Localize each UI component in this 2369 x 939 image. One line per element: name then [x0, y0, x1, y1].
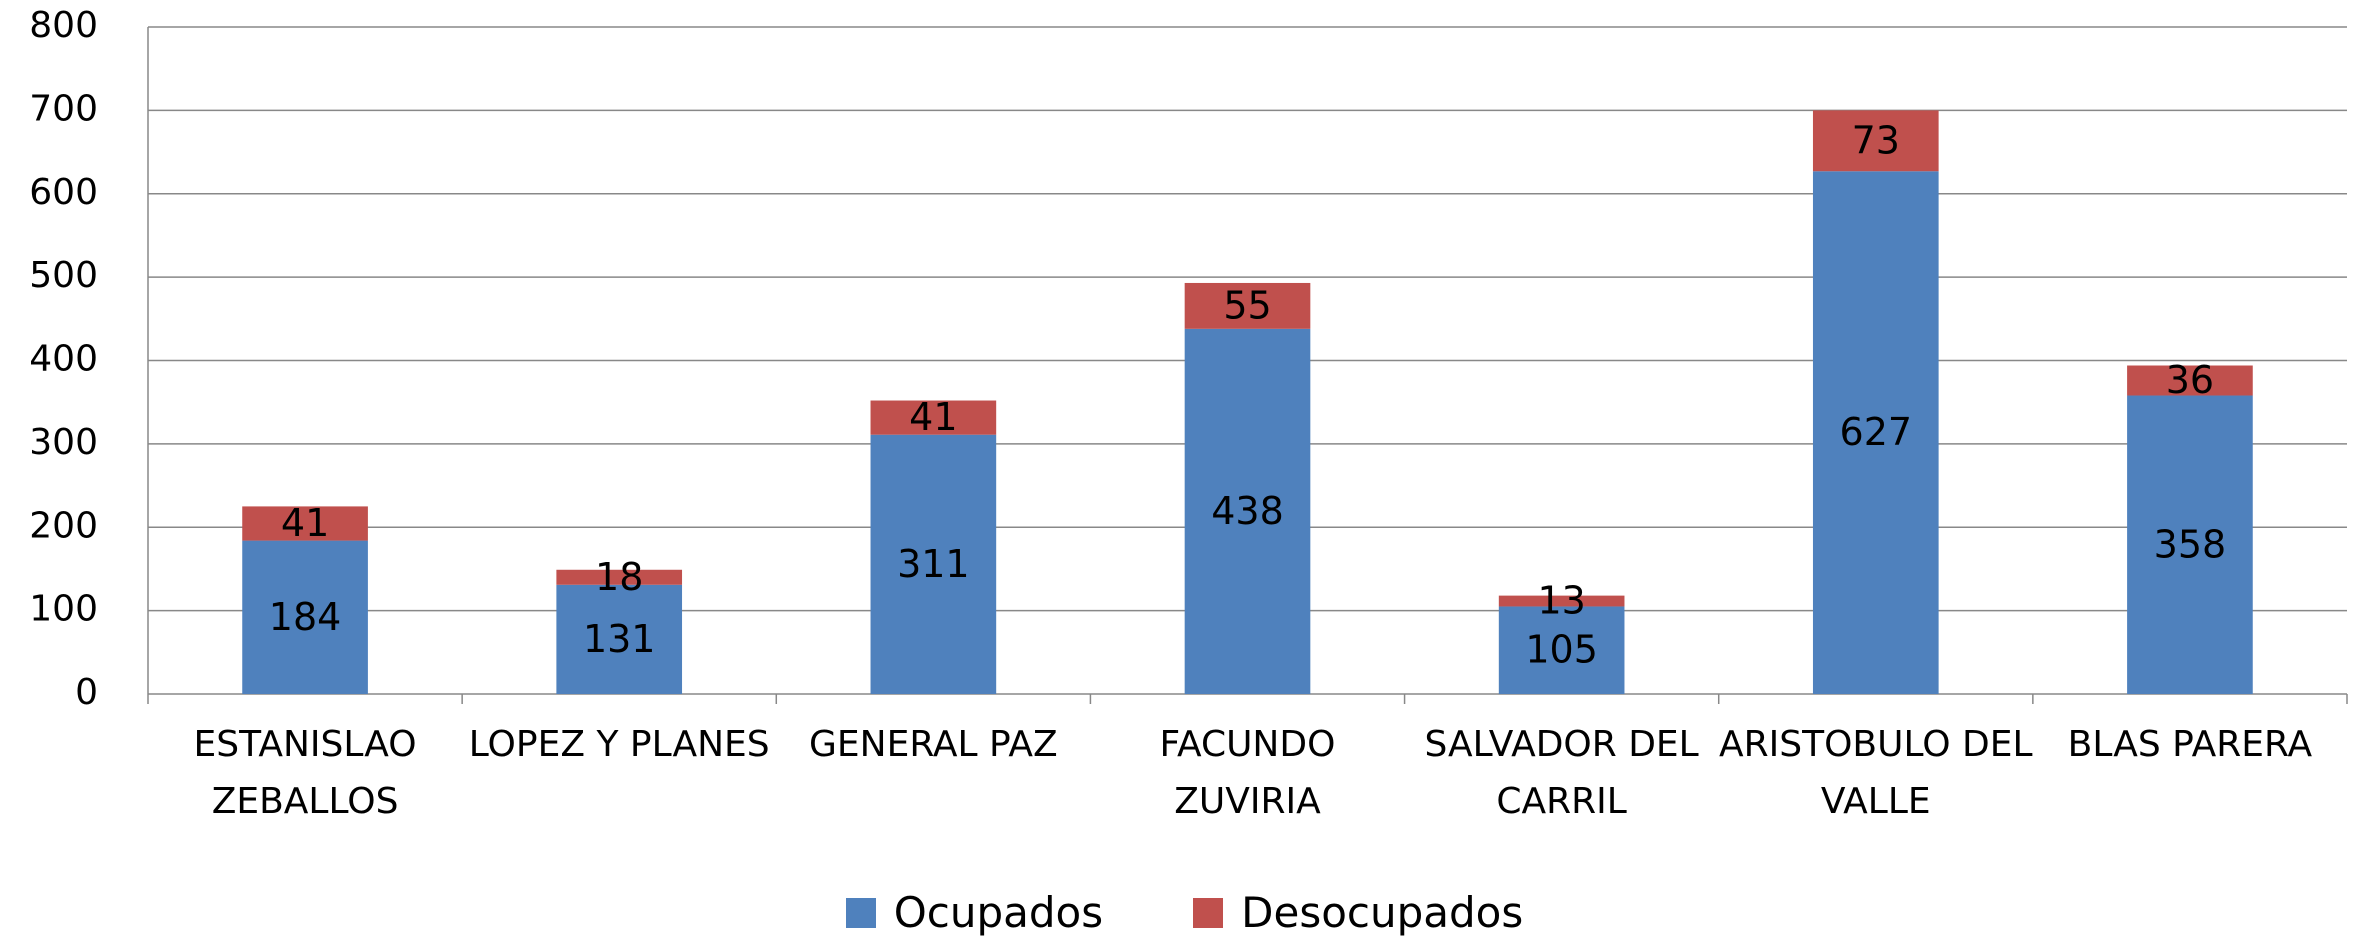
data-label: 627 [1840, 410, 1913, 454]
bar-segment [1184, 328, 1311, 694]
legend-swatch [845, 897, 876, 928]
data-label: 41 [281, 501, 329, 545]
data-label: 184 [269, 595, 342, 639]
y-tick-label: 0 [75, 672, 98, 713]
bar-segment [556, 584, 683, 694]
data-label: 438 [1211, 489, 1284, 533]
x-tick-label: FACUNDO ZUVIRIA [1159, 724, 1336, 822]
y-tick-label: 100 [29, 589, 98, 630]
y-tick-label: 500 [29, 255, 98, 296]
legend-swatch [1193, 897, 1224, 928]
x-tick-label: LOPEZ Y PLANES [468, 724, 770, 765]
bar-segment [1184, 282, 1311, 329]
data-label: 36 [2166, 358, 2214, 402]
y-tick-label: 400 [29, 339, 98, 380]
bar-segment [2127, 365, 2253, 396]
x-tick-label: GENERAL PAZ [809, 724, 1058, 765]
x-tick-label: ARISTOBULO DEL VALLE [1718, 724, 2033, 822]
data-label: 358 [2154, 522, 2227, 566]
x-tick-label: SALVADOR DEL CARRIL [1424, 724, 1699, 822]
y-tick-label: 200 [29, 505, 98, 546]
data-label: 13 [1537, 579, 1585, 623]
bar-segment [242, 540, 368, 694]
legend-label: Desocupados [1241, 888, 1524, 937]
data-label: 41 [909, 395, 957, 439]
data-label: 311 [897, 542, 970, 586]
bar-segment [1812, 171, 1939, 694]
y-tick-label: 800 [29, 5, 98, 46]
bar-segment [2127, 395, 2253, 694]
data-label: 55 [1223, 283, 1271, 327]
bar-segment [242, 506, 368, 541]
bar-segment [1812, 110, 1939, 172]
legend-label: Ocupados [893, 888, 1104, 937]
y-tick-label: 600 [29, 172, 98, 213]
data-label: 18 [595, 555, 643, 599]
data-label: 131 [583, 617, 656, 661]
bar-segment [870, 400, 997, 435]
x-tick-label: BLAS PARERA [2067, 724, 2313, 765]
bar-segment [1498, 606, 1625, 694]
legend-item: Desocupados [1193, 888, 1523, 937]
bar-segment [1498, 595, 1625, 607]
y-tick-label: 300 [29, 422, 98, 463]
bar-segment [556, 569, 683, 585]
legend-item: Ocupados [845, 888, 1104, 937]
data-label: 105 [1525, 628, 1598, 672]
bar-segment [870, 434, 997, 694]
data-label: 73 [1852, 118, 1900, 162]
legend: Ocupados Desocupados [0, 888, 2369, 937]
x-tick-label: ESTANISLAO ZEBALLOS [193, 724, 417, 822]
y-tick-label: 700 [29, 88, 98, 129]
